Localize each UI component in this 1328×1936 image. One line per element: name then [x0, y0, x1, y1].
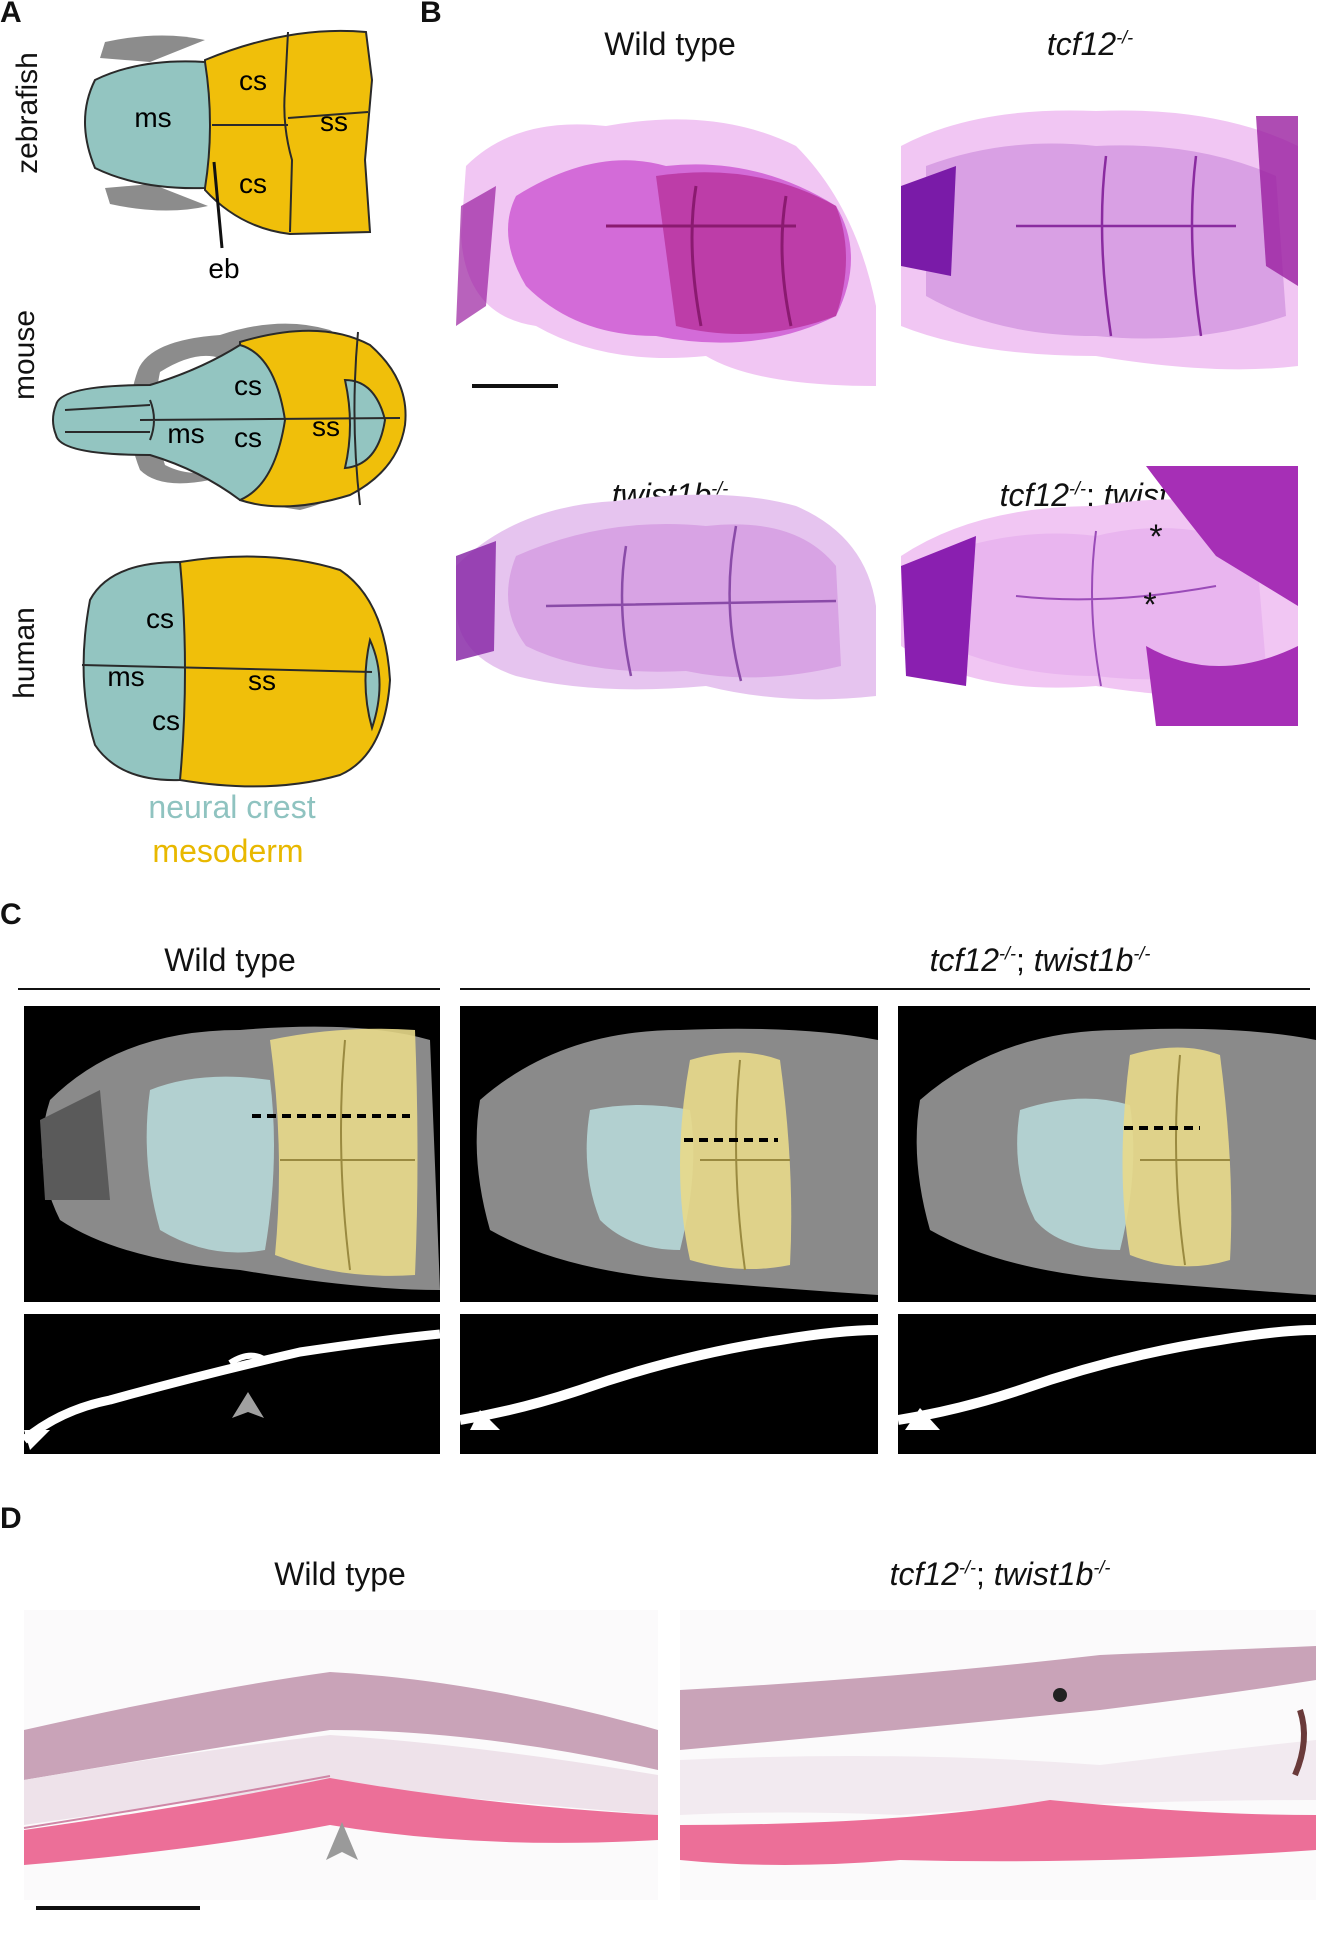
c-title-double-mutant: tcf12-/-; twist1b-/- [929, 942, 1151, 978]
mouse-ss: ss [312, 411, 340, 442]
b-title-wild-type: Wild type [604, 26, 736, 62]
zebrafish-gray-bottom [105, 184, 208, 211]
human-ms: ms [107, 661, 144, 692]
human-neural-crest [82, 560, 186, 782]
human-cs-top: cs [146, 603, 174, 634]
human-ss: ss [248, 665, 276, 696]
c-mutant-title-rule [460, 988, 1310, 990]
zebrafish-eb: eb [208, 253, 239, 284]
panel-c-images [21, 1006, 1317, 1454]
c-title-wild-type: Wild type [164, 942, 296, 978]
zebrafish-neural-crest [84, 60, 211, 190]
b-title-tcf12: tcf12-/- [1046, 26, 1134, 62]
c-image-double-mutant-1 [459, 1006, 879, 1454]
panel-d-images [23, 1610, 1316, 1910]
d-wt-arrowhead [326, 1822, 358, 1860]
b-image-twist1b [456, 494, 876, 700]
zebrafish-mesoderm [204, 29, 374, 236]
mouse-ms: ms [167, 418, 204, 449]
mouse-cs-bottom: cs [234, 422, 262, 453]
human-occipital-crest [364, 636, 381, 732]
b-asterisk-top: * [1149, 518, 1162, 556]
b-image-wild-type [456, 119, 876, 388]
c-image-wild-type [21, 1006, 441, 1454]
panel-d-label: D [0, 1502, 22, 1535]
zebrafish-gray-top [100, 35, 205, 62]
c-image-double-mutant-2 [897, 1006, 1317, 1454]
panel-b-images: * * [456, 110, 1298, 726]
eb-pointer-line [212, 161, 224, 249]
human-skull-diagram: cs ms ss cs [81, 555, 392, 788]
d-title-double-mutant: tcf12-/-; twist1b-/- [889, 1556, 1111, 1592]
zebrafish-ss: ss [320, 106, 348, 137]
mouse-skull-diagram: cs ms cs ss [52, 323, 407, 510]
mouse-neural-crest [52, 343, 287, 502]
legend-neural-crest: neural crest [148, 789, 315, 825]
panel-a-label: A [0, 0, 22, 29]
zebrafish-skull-diagram: cs ms ss cs eb [84, 29, 374, 284]
panel-c-label: C [0, 898, 22, 931]
zebrafish-cs-bottom: cs [239, 168, 267, 199]
legend-mesoderm: mesoderm [152, 833, 303, 869]
zebrafish-cs-top: cs [239, 65, 267, 96]
zebrafish-ms: ms [134, 102, 171, 133]
panel-b-label: B [420, 0, 442, 29]
b-image-double-mutant: * * [901, 466, 1298, 726]
mouse-cs-top: cs [234, 370, 262, 401]
c-wt-title-rule [18, 988, 440, 990]
panel-a-diagrams: cs ms ss cs eb cs ms cs ss cs ms ss cs n… [52, 29, 407, 869]
b-image-tcf12 [901, 110, 1298, 370]
d-image-wild-type [23, 1610, 658, 1910]
b-asterisk-bottom: * [1143, 586, 1156, 624]
d-title-wild-type: Wild type [274, 1556, 406, 1592]
d-image-double-mutant [680, 1610, 1316, 1900]
c-wt-arrowhead [232, 1392, 264, 1418]
human-cs-bottom: cs [152, 705, 180, 736]
human-mesoderm [179, 555, 392, 788]
